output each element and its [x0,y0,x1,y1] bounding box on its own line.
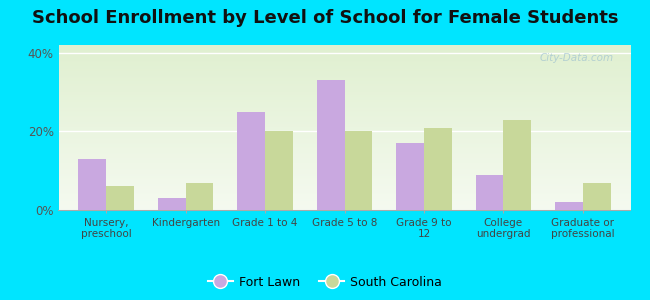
Bar [396,143,424,210]
Bar [583,182,610,210]
Bar [424,128,452,210]
Text: School Enrollment by Level of School for Female Students: School Enrollment by Level of School for… [32,9,618,27]
Bar [186,182,213,210]
Bar [317,80,345,210]
Bar [344,131,372,210]
Bar [158,198,186,210]
Bar [237,112,265,210]
Bar [476,175,503,210]
Bar [555,202,583,210]
Bar [106,186,134,210]
Bar [265,131,293,210]
Legend: Fort Lawn, South Carolina: Fort Lawn, South Carolina [203,271,447,294]
Bar [503,120,531,210]
Text: City-Data.com: City-Data.com [540,53,614,63]
Bar [79,159,106,210]
